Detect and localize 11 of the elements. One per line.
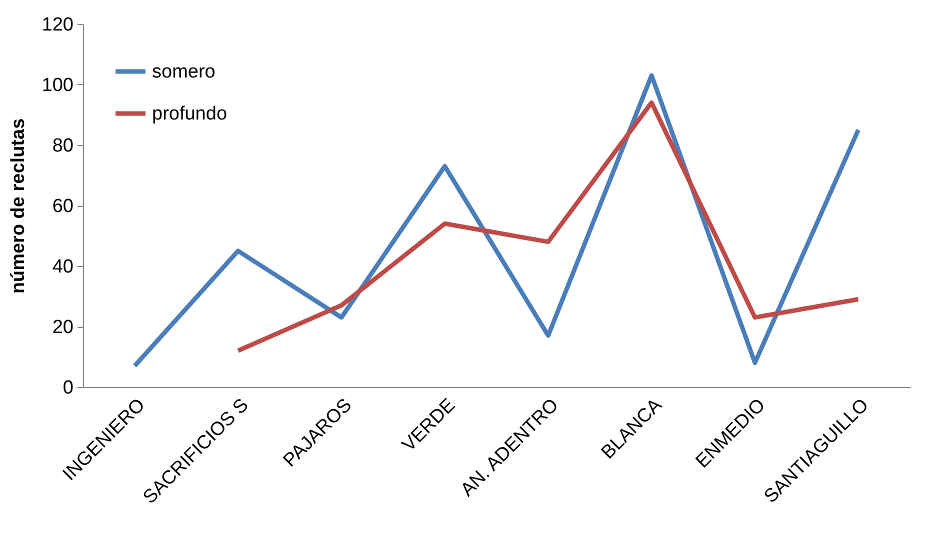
y-tick-label: 0 xyxy=(62,378,74,398)
y-tick-label: 60 xyxy=(52,196,74,217)
y-tick-label: 40 xyxy=(52,256,74,278)
legend-label: profundo xyxy=(152,104,228,124)
y-tick-label: 120 xyxy=(42,14,74,36)
y-tick-label: 20 xyxy=(52,317,74,338)
y-tick-label: 100 xyxy=(42,75,74,96)
legend-label: somero xyxy=(152,62,216,82)
y-axis-title: número de reclutas xyxy=(8,118,29,294)
line-series xyxy=(236,100,861,353)
y-tick-label: 80 xyxy=(52,136,74,156)
